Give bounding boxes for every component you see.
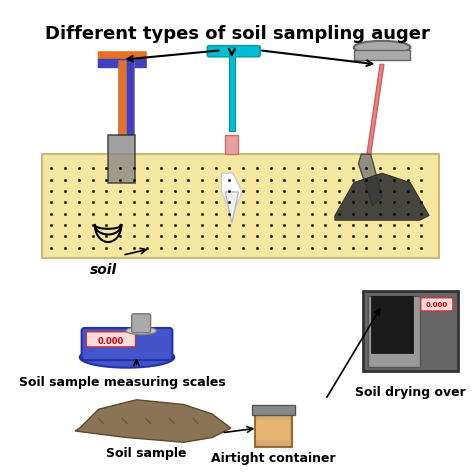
Polygon shape	[225, 192, 238, 223]
FancyBboxPatch shape	[126, 60, 134, 135]
Ellipse shape	[354, 41, 410, 54]
Polygon shape	[335, 173, 429, 220]
Text: 0.000: 0.000	[426, 302, 448, 308]
FancyBboxPatch shape	[371, 296, 413, 352]
Text: Airtight container: Airtight container	[211, 452, 336, 465]
FancyBboxPatch shape	[252, 405, 295, 415]
FancyBboxPatch shape	[256, 420, 291, 440]
Polygon shape	[358, 154, 382, 206]
FancyBboxPatch shape	[98, 51, 147, 61]
Text: 0.000: 0.000	[98, 337, 124, 346]
FancyBboxPatch shape	[421, 298, 453, 311]
FancyBboxPatch shape	[108, 135, 135, 183]
FancyBboxPatch shape	[229, 47, 235, 131]
Polygon shape	[221, 173, 242, 216]
FancyBboxPatch shape	[368, 296, 420, 367]
FancyBboxPatch shape	[255, 414, 292, 447]
FancyBboxPatch shape	[225, 135, 238, 154]
Ellipse shape	[80, 347, 174, 368]
Text: Soil sample measuring scales: Soil sample measuring scales	[19, 376, 226, 389]
Polygon shape	[367, 64, 384, 154]
FancyBboxPatch shape	[132, 314, 151, 333]
FancyBboxPatch shape	[86, 332, 136, 347]
FancyBboxPatch shape	[42, 154, 439, 258]
FancyBboxPatch shape	[354, 50, 410, 60]
FancyBboxPatch shape	[118, 60, 126, 135]
Text: Soil sample: Soil sample	[106, 447, 186, 460]
Text: soil: soil	[90, 263, 117, 277]
Polygon shape	[75, 400, 231, 442]
FancyBboxPatch shape	[98, 59, 147, 68]
Ellipse shape	[126, 327, 156, 334]
FancyBboxPatch shape	[82, 328, 173, 360]
FancyBboxPatch shape	[207, 45, 260, 57]
Text: Different types of soil sampling auger: Different types of soil sampling auger	[45, 25, 430, 43]
FancyBboxPatch shape	[363, 291, 457, 371]
Text: Soil drying over: Soil drying over	[355, 385, 466, 399]
